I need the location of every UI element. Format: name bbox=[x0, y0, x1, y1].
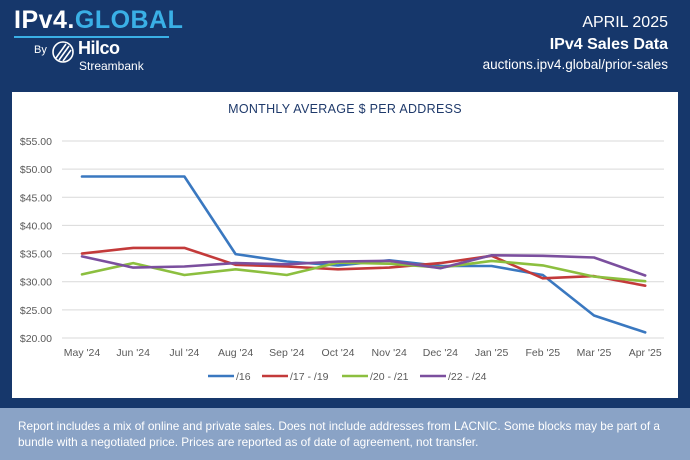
footer-disclaimer: Report includes a mix of online and priv… bbox=[18, 419, 660, 449]
by-label: By bbox=[34, 44, 47, 56]
logo-underline bbox=[14, 36, 169, 38]
x-tick-label: Oct '24 bbox=[322, 347, 355, 359]
x-tick-label: Apr '25 bbox=[629, 347, 662, 359]
y-tick-label: $45.00 bbox=[20, 192, 52, 204]
x-tick-label: Aug '24 bbox=[218, 347, 253, 359]
series-line bbox=[80, 259, 647, 283]
y-tick-label: $55.00 bbox=[20, 136, 52, 148]
report-date: APRIL 2025 bbox=[582, 14, 668, 31]
series-line bbox=[80, 246, 647, 287]
y-tick-label: $30.00 bbox=[20, 277, 52, 289]
x-tick-label: Jan '25 bbox=[475, 347, 509, 359]
legend-label: /17 - /19 bbox=[290, 371, 329, 383]
hilco-wordmark: Hilco bbox=[78, 38, 120, 58]
series-line bbox=[80, 175, 647, 334]
legend-label: /20 - /21 bbox=[370, 371, 409, 383]
x-tick-label: Feb '25 bbox=[525, 347, 560, 359]
x-tick-label: Mar '25 bbox=[577, 347, 612, 359]
y-tick-label: $35.00 bbox=[20, 249, 52, 261]
x-tick-label: Jul '24 bbox=[169, 347, 199, 359]
chart-card: MONTHLY AVERAGE $ PER ADDRESS $20.00 $25.… bbox=[12, 92, 678, 398]
ipv4-global-logo[interactable]: IPv4.GLOBAL bbox=[14, 6, 184, 34]
footer-bar: Report includes a mix of online and priv… bbox=[0, 408, 690, 460]
y-tick-label: $20.00 bbox=[20, 333, 52, 345]
x-tick-label: Jun '24 bbox=[116, 347, 150, 359]
header-bar: IPv4.GLOBAL By Hilco Streambank APRIL 20… bbox=[0, 0, 690, 80]
x-tick-label: Sep '24 bbox=[269, 347, 304, 359]
source-url-link[interactable]: auctions.ipv4.global/prior-sales bbox=[482, 57, 668, 72]
x-tick-label: Nov '24 bbox=[372, 347, 407, 359]
report-title: IPv4 Sales Data bbox=[549, 36, 668, 53]
series-line bbox=[80, 254, 647, 277]
y-tick-label: $40.00 bbox=[20, 220, 52, 232]
x-tick-label: Dec '24 bbox=[423, 347, 458, 359]
y-tick-label: $50.00 bbox=[20, 164, 52, 176]
legend-label: /22 - /24 bbox=[448, 371, 487, 383]
streambank-wordmark: Streambank bbox=[79, 59, 144, 73]
line-chart: $20.00 $25.00 $30.00 $35.00 $40.00 $45.00 $50.… bbox=[20, 136, 664, 383]
hilco-globe-icon bbox=[52, 41, 74, 63]
legend-label: /16 bbox=[236, 371, 251, 383]
x-tick-label: May '24 bbox=[64, 347, 101, 359]
y-tick-label: $25.00 bbox=[20, 305, 52, 317]
chart-title: MONTHLY AVERAGE $ PER ADDRESS bbox=[228, 102, 462, 116]
